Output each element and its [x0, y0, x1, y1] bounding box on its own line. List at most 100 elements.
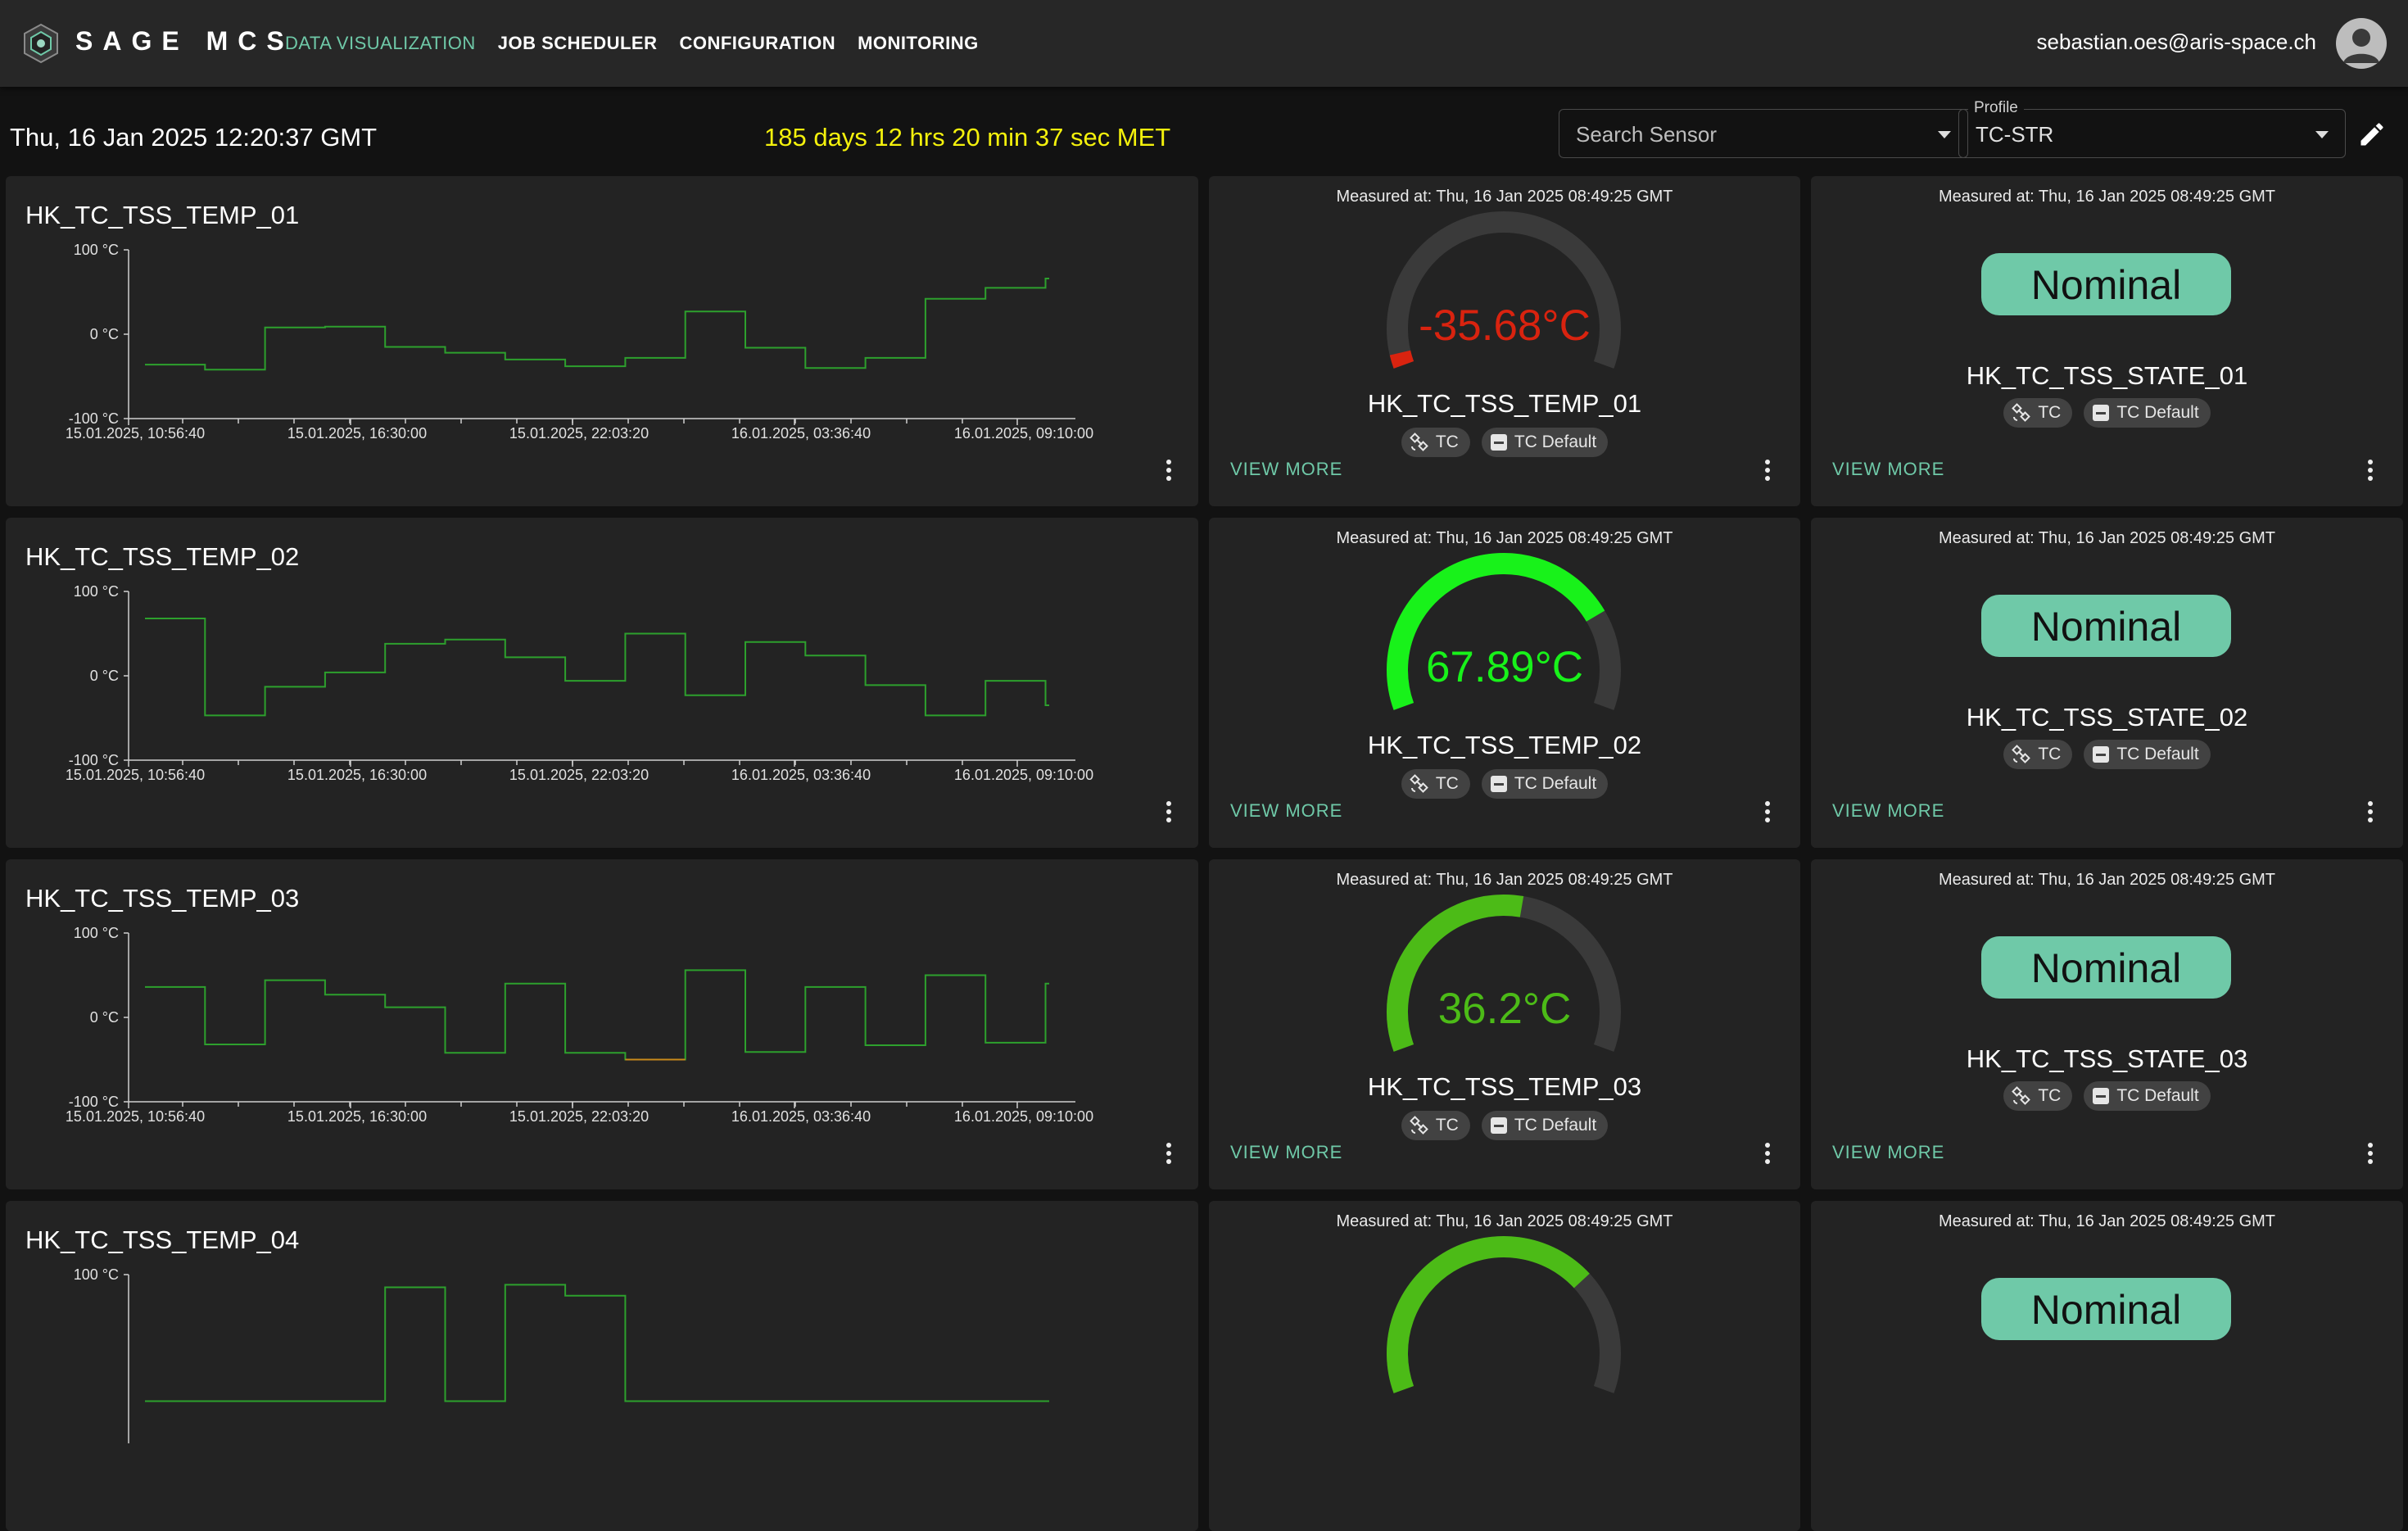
chart-title: HK_TC_TSS_TEMP_03 [25, 884, 300, 913]
temperature-gauge[interactable] [1385, 547, 1623, 760]
satellite-icon [2012, 745, 2031, 763]
gauge-value: -35.68°C [1419, 301, 1591, 350]
chip-tc[interactable]: TC [2003, 398, 2073, 428]
x-tick-label: 16.01.2025, 09:10:00 [954, 767, 1093, 783]
satellite-icon [1409, 1116, 1428, 1135]
gauge-fill [1389, 350, 1414, 369]
chart-title: HK_TC_TSS_TEMP_01 [25, 201, 300, 229]
y-tick-label: 100 °C [74, 1266, 119, 1283]
x-tick-label: 15.01.2025, 16:30:00 [287, 425, 427, 442]
chip-profile[interactable]: TC Default [1481, 428, 1609, 457]
chip-tc-label: TC [1435, 774, 1459, 793]
y-tick-label: 0 °C [90, 326, 119, 342]
view-more-button[interactable]: VIEW MORE [1230, 459, 1343, 479]
line-chart[interactable]: 100 °C [6, 1201, 1198, 1531]
more-vert-icon[interactable] [2365, 1140, 2375, 1170]
status-badge: Nominal [1981, 253, 2231, 315]
x-tick-label: 16.01.2025, 09:10:00 [954, 425, 1093, 442]
more-vert-icon[interactable] [2365, 457, 2375, 487]
view-more-button[interactable]: VIEW MORE [1832, 1142, 1945, 1162]
chip-profile[interactable]: TC Default [2084, 1081, 2211, 1111]
temperature-gauge[interactable] [1385, 889, 1623, 1102]
x-tick-label: 15.01.2025, 22:03:20 [509, 1108, 649, 1125]
chip-tc[interactable]: TC [1401, 1111, 1470, 1140]
chip-tc[interactable]: TC [2003, 1081, 2073, 1111]
chevron-down-icon[interactable] [2315, 131, 2329, 138]
app-bar: SAGE MCS DATA VISUALIZATION JOB SCHEDULE… [0, 0, 2408, 87]
chip-tc-label: TC [2038, 1086, 2062, 1105]
minus-square-icon [2093, 405, 2110, 421]
chip-tc-label: TC [2038, 745, 2062, 763]
x-tick-label: 15.01.2025, 16:30:00 [287, 767, 427, 783]
more-vert-icon[interactable] [1164, 457, 1174, 487]
minus-square-icon [1490, 1117, 1507, 1134]
view-more-button[interactable]: VIEW MORE [1832, 459, 1945, 479]
nav-configuration[interactable]: CONFIGURATION [679, 33, 836, 53]
user-email: sebastian.oes@aris-space.ch [2036, 29, 2316, 54]
chip-profile-label: TC Default [1514, 433, 1597, 451]
more-vert-icon[interactable] [1164, 799, 1174, 828]
brand-name[interactable]: SAGE MCS [75, 26, 294, 56]
profile-select[interactable]: TC-STR [1958, 109, 2346, 158]
chip-profile-label: TC Default [1514, 1116, 1597, 1135]
more-vert-icon[interactable] [1763, 1140, 1772, 1170]
more-vert-icon[interactable] [1763, 799, 1772, 828]
chip-tc-label: TC [1435, 1116, 1459, 1135]
line-chart[interactable]: 100 °C 0 °C -100 °C15.01.2025, 10:56:40 15.… [6, 176, 1198, 506]
edit-icon[interactable] [2357, 120, 2387, 149]
nav-data-visualization[interactable]: DATA VISUALIZATION [285, 33, 476, 53]
chevron-down-icon[interactable] [1938, 131, 1951, 138]
minus-square-icon [1490, 776, 1507, 792]
series-line [145, 1284, 1049, 1402]
avatar-icon[interactable] [2336, 18, 2387, 69]
sensor-chips: TC TC Default [1811, 1081, 2403, 1111]
chip-tc[interactable]: TC [1401, 769, 1470, 799]
satellite-icon [2012, 1086, 2031, 1105]
chip-tc[interactable]: TC [1401, 428, 1470, 457]
state-card: Measured at: Thu, 16 Jan 2025 08:49:25 G… [1811, 176, 2403, 506]
gauge-value: 36.2°C [1437, 985, 1572, 1033]
state-card: Measured at: Thu, 16 Jan 2025 08:49:25 G… [1811, 1201, 2403, 1531]
x-tick-label: 16.01.2025, 03:36:40 [731, 425, 871, 442]
more-vert-icon[interactable] [2365, 799, 2375, 828]
x-tick-label: 16.01.2025, 09:10:00 [954, 1108, 1093, 1125]
view-more-button[interactable]: VIEW MORE [1230, 1142, 1343, 1162]
view-more-button[interactable]: VIEW MORE [1230, 800, 1343, 821]
more-vert-icon[interactable] [1164, 1140, 1174, 1170]
sensor-name: HK_TC_TSS_STATE_03 [1966, 1044, 2248, 1073]
status-badge: Nominal [1981, 936, 2231, 999]
measured-at: Measured at: Thu, 16 Jan 2025 08:49:25 G… [1336, 1212, 1673, 1230]
sensor-name: HK_TC_TSS_TEMP_03 [1367, 1072, 1642, 1101]
nav-job-scheduler[interactable]: JOB SCHEDULER [497, 33, 658, 53]
gauge-fill [1387, 1236, 1590, 1393]
x-tick-label: 16.01.2025, 03:36:40 [731, 767, 871, 783]
temperature-gauge[interactable] [1385, 206, 1623, 419]
chart-title: HK_TC_TSS_TEMP_04 [25, 1225, 300, 1254]
line-chart[interactable]: 100 °C 0 °C -100 °C15.01.2025, 10:56:40 15.… [6, 859, 1198, 1189]
chip-tc[interactable]: TC [2003, 740, 2073, 769]
temperature-gauge[interactable] [1385, 1230, 1623, 1443]
chip-profile[interactable]: TC Default [2084, 398, 2211, 428]
sensor-name: HK_TC_TSS_TEMP_01 [1367, 389, 1642, 418]
chart-card: HK_TC_TSS_TEMP_02 100 °C 0 °C -100 °C 15.01.… [6, 518, 1198, 848]
search-sensor-select[interactable]: Search Sensor [1559, 109, 1968, 158]
chip-profile[interactable]: TC Default [1481, 1111, 1609, 1140]
measured-at: Measured at: Thu, 16 Jan 2025 08:49:25 G… [1939, 871, 2275, 889]
sensor-name: HK_TC_TSS_TEMP_02 [1367, 731, 1642, 759]
profile-value: TC-STR [1976, 122, 2054, 147]
chip-profile[interactable]: TC Default [2084, 740, 2211, 769]
nav-monitoring[interactable]: MONITORING [858, 33, 979, 53]
satellite-icon [1409, 774, 1428, 793]
line-chart[interactable]: 100 °C 0 °C -100 °C15.01.2025, 10:56:40 15.… [6, 518, 1198, 848]
more-vert-icon[interactable] [1763, 457, 1772, 487]
chip-profile-label: TC Default [2116, 745, 2199, 763]
sensor-chips: TC TC Default [1209, 769, 1800, 799]
gauge-card: Measured at: Thu, 16 Jan 2025 08:49:25 G… [1209, 1201, 1800, 1531]
y-tick-label: 0 °C [90, 668, 119, 684]
chip-profile-label: TC Default [2116, 403, 2199, 422]
chip-profile[interactable]: TC Default [1481, 769, 1609, 799]
view-more-button[interactable]: VIEW MORE [1832, 800, 1945, 821]
chip-profile-label: TC Default [1514, 774, 1597, 793]
search-sensor-placeholder: Search Sensor [1576, 122, 1717, 147]
logo-icon[interactable] [20, 22, 62, 65]
